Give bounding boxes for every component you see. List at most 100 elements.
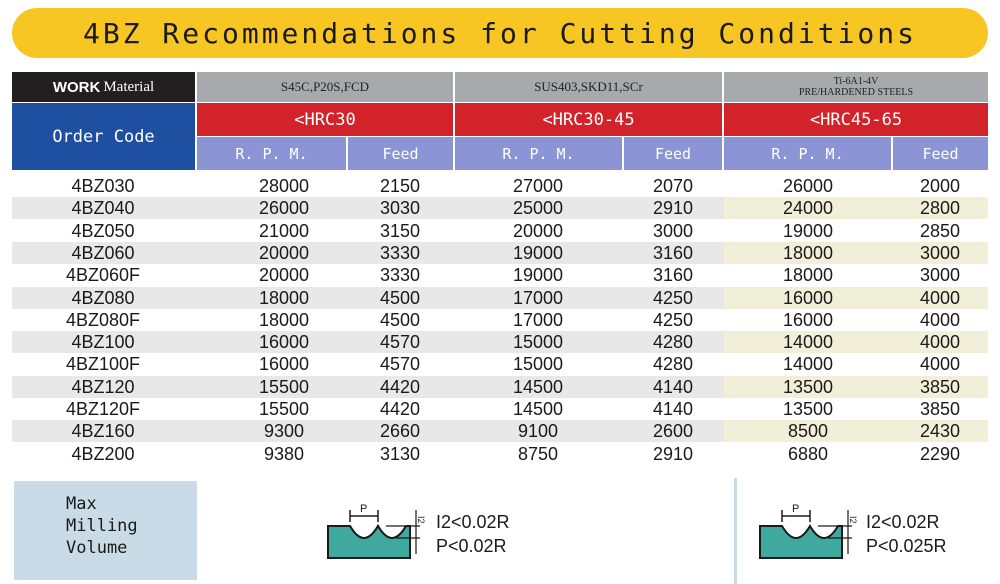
feed-cell-2: 2910	[652, 198, 694, 218]
rpm-cell-2: 20000	[512, 221, 564, 241]
feed-cell-1: 2660	[379, 421, 421, 441]
order-code-cell: 4BZ160	[71, 421, 135, 441]
table-row: 4BZ120F 15500 4420 14500 4140 13500 3850	[12, 398, 988, 420]
feed-cell-1: 3150	[379, 221, 421, 241]
rpm-label: R. P. M.	[235, 144, 308, 163]
table-row: 4BZ120 15500 4420 14500 4140 13500 3850	[12, 376, 988, 398]
rpm-cell-1: 16000	[258, 332, 310, 352]
rpm-cell-1: 20000	[258, 265, 310, 285]
rpm-cell-2: 14500	[512, 377, 564, 397]
feed-cell-3: 3000	[919, 265, 961, 285]
title-banner: 4BZ Recommendations for Cutting Conditio…	[12, 8, 988, 58]
rpm-cell-2: 19000	[512, 265, 564, 285]
feed-cell-3: 4000	[919, 310, 961, 330]
spec1-line1: I2<0.02R	[436, 512, 510, 532]
order-code-cell: 4BZ100	[71, 332, 135, 352]
feed-cell-1: 4570	[379, 332, 421, 352]
max-milling-label: Max Milling Volume	[66, 494, 138, 558]
order-code-cell: 4BZ030	[71, 176, 135, 196]
groove-base	[327, 524, 411, 559]
feed-cell-3: 2800	[919, 198, 961, 218]
feed-cell-2: 2600	[652, 421, 694, 441]
rpm-cell-3: 26000	[782, 176, 834, 196]
table-row: 4BZ060 20000 3330 19000 3160 18000 3000	[12, 242, 988, 264]
rpm-cell-3: 16000	[782, 310, 834, 330]
feed-header-2: Feed	[624, 137, 722, 170]
order-code-cell: 4BZ200	[71, 444, 135, 464]
feed-cell-2: 3160	[652, 265, 694, 285]
rpm-cell-2: 9100	[517, 421, 559, 441]
feed-cell-3: 4000	[919, 332, 961, 352]
table-row: 4BZ100 16000 4570 15000 4280 14000 4000	[12, 331, 988, 353]
groove-base	[759, 524, 843, 559]
material-header-1: S45C,P20S,FCD	[197, 72, 453, 102]
order-code-cell: 4BZ050	[71, 221, 135, 241]
feed-cell-1: 4500	[379, 288, 421, 308]
rpm-cell-1: 20000	[258, 243, 310, 263]
diagram-p-label: P	[792, 503, 799, 515]
material-header-2: SUS403,SKD11,SCr	[455, 72, 722, 102]
footer-divider	[734, 478, 737, 584]
groove-diagram-1: P I2	[327, 503, 426, 559]
rpm-cell-1: 28000	[258, 176, 310, 196]
rpm-cell-3: 14000	[782, 354, 834, 374]
feed-cell-2: 4140	[652, 377, 694, 397]
rpm-cell-2: 19000	[512, 243, 564, 263]
row-highlight	[724, 420, 988, 442]
row-highlight	[724, 242, 988, 264]
feed-cell-1: 3030	[379, 198, 421, 218]
feed-cell-3: 2290	[919, 444, 961, 464]
table-row: 4BZ100F 16000 4570 15000 4280 14000 4000	[12, 353, 988, 375]
rpm-cell-2: 17000	[512, 310, 564, 330]
rpm-cell-2: 17000	[512, 288, 564, 308]
rpm-cell-1: 21000	[258, 221, 310, 241]
rpm-header-3: R. P. M.	[724, 137, 891, 170]
feed-cell-1: 3130	[379, 444, 421, 464]
order-code-cell: 4BZ080	[71, 288, 135, 308]
feed-cell-3: 2000	[919, 176, 961, 196]
hardness-3-label: <HRC45-65	[809, 109, 903, 130]
diagram-p-label: P	[360, 503, 367, 515]
hardness-header-2: <HRC30-45	[455, 103, 722, 136]
row-highlight	[724, 287, 988, 309]
material-2-label: SUS403,SKD11,SCr	[534, 79, 643, 94]
hardness-header-3: <HRC45-65	[724, 103, 988, 136]
order-code-cell: 4BZ100F	[65, 354, 141, 374]
rpm-cell-3: 24000	[782, 198, 834, 218]
material-label: Material	[103, 78, 155, 95]
row-highlight	[724, 376, 988, 398]
row-highlight	[724, 197, 988, 219]
spec-block-1: I2<0.02R P<0.02R	[436, 510, 510, 558]
order-code-cell: 4BZ060F	[65, 265, 141, 285]
rpm-label: R. P. M.	[771, 144, 844, 163]
table-row: 4BZ160 9300 2660 9100 2600 8500 2430	[12, 420, 988, 442]
feed-label: Feed	[922, 144, 959, 163]
feed-cell-3: 2850	[919, 221, 961, 241]
order-code-header: Order Code	[12, 103, 195, 170]
feed-cell-2: 4280	[652, 332, 694, 352]
rpm-cell-1: 9380	[263, 444, 305, 464]
rpm-cell-3: 6880	[787, 444, 829, 464]
hardness-1-label: <HRC30	[294, 109, 356, 130]
material-3-sublabel: PRE/HARDENED STEELS	[798, 87, 914, 98]
groove-diagram-2: P I2	[759, 503, 858, 559]
feed-cell-3: 2430	[919, 421, 961, 441]
rpm-cell-2: 15000	[512, 332, 564, 352]
rpm-cell-3: 13500	[782, 399, 834, 419]
order-code-cell: 4BZ120F	[65, 399, 141, 419]
diagram-i2-label: I2	[416, 516, 426, 524]
rpm-cell-1: 15500	[258, 399, 310, 419]
feed-cell-2: 4250	[652, 288, 694, 308]
feed-cell-1: 4420	[379, 377, 421, 397]
table-row: 4BZ200 9380 3130 8750 2910 6880 2290	[12, 443, 988, 465]
rpm-cell-1: 15500	[258, 377, 310, 397]
material-3-label: Ti-6A1-4V	[833, 76, 879, 87]
diagram-i2-label: I2	[848, 516, 858, 524]
order-code-cell: 4BZ120	[71, 377, 135, 397]
table-row: 4BZ050 21000 3150 20000 3000 19000 2850	[12, 220, 988, 242]
feed-cell-2: 4250	[652, 310, 694, 330]
feed-cell-2: 3000	[652, 221, 694, 241]
rpm-label: R. P. M.	[502, 144, 575, 163]
rpm-cell-3: 18000	[782, 243, 834, 263]
feed-cell-3: 4000	[919, 288, 961, 308]
